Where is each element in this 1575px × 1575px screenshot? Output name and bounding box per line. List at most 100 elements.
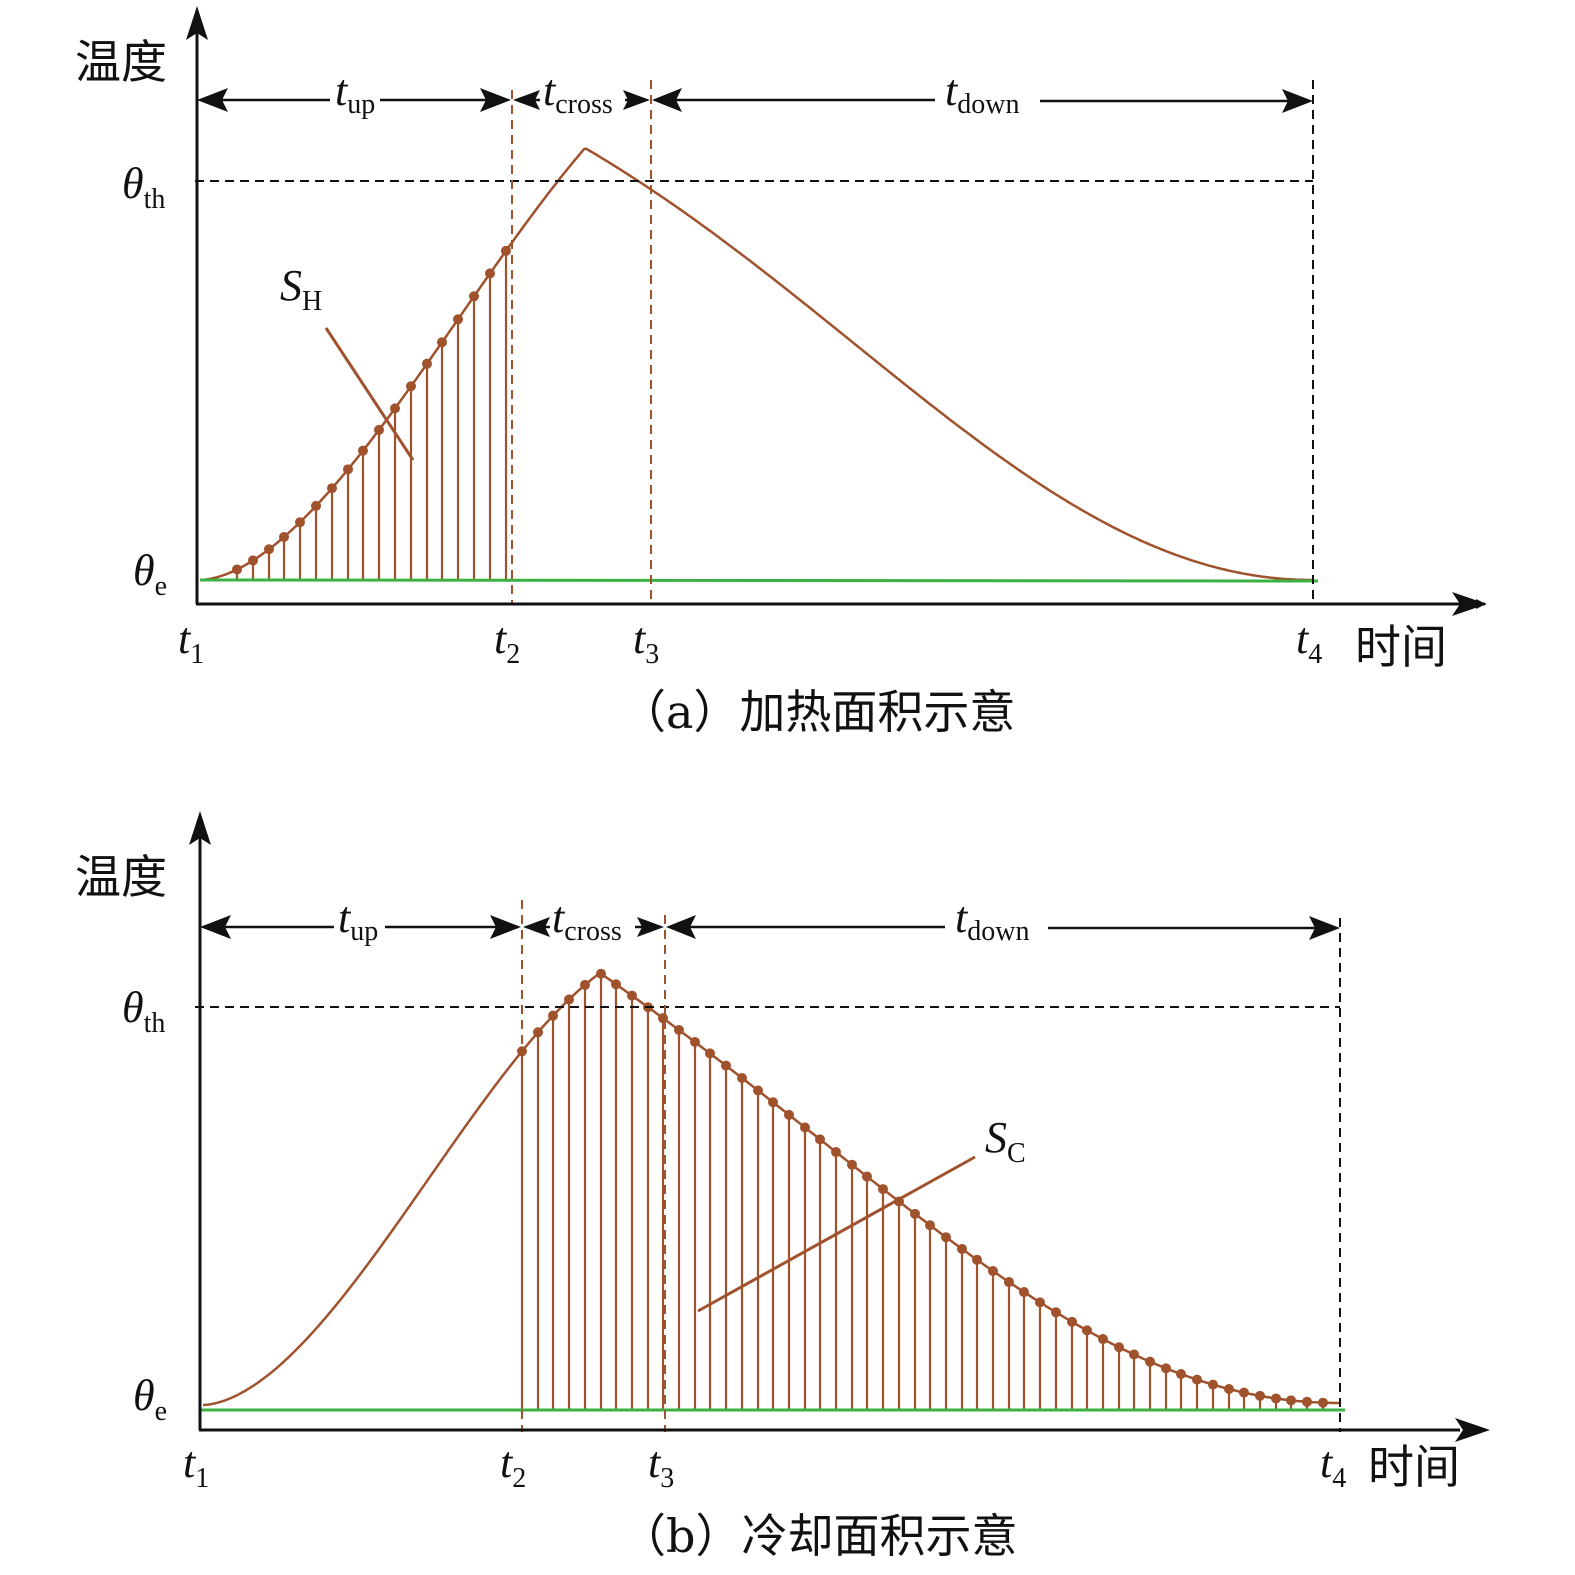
panel-b-area-marker (1161, 1363, 1171, 1374)
panel-b-area-marker (1035, 1297, 1045, 1308)
panel-b-area-marker (910, 1208, 920, 1219)
panel-b-area-markers (517, 968, 1328, 1408)
panel-a-area-marker (358, 445, 368, 456)
panel-a-area-marker (390, 403, 400, 414)
panel-b-area-marker (721, 1060, 731, 1071)
panel-b-area-marker (768, 1097, 778, 1108)
panel-a-area-marker (232, 564, 242, 575)
panel-b: 温度 时间 （b）冷却面积示意 θth θe t1 t2 t3 t4 tup t… (75, 811, 1490, 1563)
panel-a-area-stems (235, 250, 508, 580)
panel-b-area-marker (1239, 1387, 1249, 1398)
panel-a-area-marker (422, 358, 432, 369)
panel-b-area-marker (596, 968, 606, 979)
panel-a-area-marker (469, 291, 479, 302)
panel-b-area-label: SC (985, 1113, 1026, 1169)
panel-b-area-stems (520, 973, 1325, 1410)
panel-a-area-marker (406, 381, 416, 392)
panel-b-area-marker (1255, 1390, 1265, 1401)
panel-b-area-marker (1019, 1287, 1029, 1298)
panel-b-area-marker (847, 1159, 857, 1170)
panel-b-area-marker (1176, 1369, 1186, 1380)
panel-b-area-marker (533, 1027, 543, 1038)
panel-b-area-marker (548, 1010, 558, 1021)
panel-b-area-leader (697, 1155, 976, 1313)
panel-b-t2-label: t2 (500, 1438, 526, 1494)
panel-b-temperature-curve (202, 972, 1339, 1407)
panel-a-t1-label: t1 (178, 614, 204, 670)
panel-a-caption: （a）加热面积示意 (620, 685, 1015, 739)
panel-b-y-axis-label: 温度 (75, 850, 167, 904)
panel-b-area-marker (705, 1048, 715, 1059)
panel-a-ambient-line (199, 578, 1319, 583)
panel-a-temperature-curve (199, 147, 1312, 582)
panel-b-area-marker (1129, 1349, 1139, 1360)
panel-b-area-marker (753, 1085, 763, 1096)
panel-b-area-marker (1145, 1356, 1155, 1367)
panel-b-area-marker (611, 979, 621, 990)
panel-a-area-marker (311, 500, 321, 511)
panel-a-interval-arrowheads (197, 88, 1313, 113)
panel-b-area-marker (658, 1013, 668, 1024)
panel-a-theta-th-label: θth (122, 159, 165, 215)
panel-b-theta-e-label: θe (133, 1371, 167, 1427)
panel-a-y-arrow (186, 6, 208, 40)
panel-b-area-marker (972, 1254, 982, 1265)
panel-b-area-marker (1318, 1397, 1328, 1408)
panel-a-t2-label: t2 (494, 614, 520, 670)
panel-a-area-marker (453, 314, 463, 325)
panel-a-theta-e-label: θe (133, 546, 167, 602)
panel-b-caption: （b）冷却面积示意 (620, 1509, 1017, 1563)
panel-a: 温度 时间 （a）加热面积示意 θth θe t1 t2 t3 t4 tup t… (75, 6, 1487, 739)
panel-a-area-marker (343, 464, 353, 475)
panel-b-tup-label: tup (338, 893, 378, 947)
panel-b-t4-label: t4 (1320, 1438, 1346, 1494)
panel-a-tcross-label: tcross (543, 66, 613, 120)
panel-a-area-label: SH (280, 261, 322, 317)
panel-b-area-marker (831, 1147, 841, 1158)
panel-b-area-marker (878, 1184, 888, 1195)
panel-a-area-marker (248, 555, 258, 566)
panel-b-area-marker (737, 1073, 747, 1084)
panel-b-area-marker (564, 994, 574, 1005)
panel-b-area-marker (988, 1266, 998, 1277)
panel-a-area-marker (485, 268, 495, 279)
panel-a-t4-label: t4 (1296, 614, 1322, 670)
panel-b-area-marker (1271, 1393, 1281, 1404)
panel-b-x-axis-label: 时间 (1368, 1440, 1460, 1494)
panel-b-tcross-label: tcross (552, 893, 622, 947)
panel-b-area-marker (800, 1122, 810, 1133)
panel-b-tdown-label: tdown (955, 893, 1029, 947)
panel-a-area-marker (437, 337, 447, 348)
panel-a-area-marker (374, 424, 384, 435)
panel-b-t1-label: t1 (183, 1438, 209, 1494)
panel-a-tup-label: tup (335, 66, 375, 120)
panel-b-x-arrow (1455, 1418, 1490, 1442)
panel-a-area-marker (501, 245, 511, 256)
panel-a-t3-label: t3 (633, 614, 659, 670)
panel-b-area-marker (862, 1171, 872, 1182)
panel-b-area-marker (674, 1025, 684, 1036)
panel-a-tdown-label: tdown (945, 66, 1019, 120)
panel-a-y-axis-label: 温度 (75, 35, 167, 89)
panel-b-interval-arrowheads (200, 915, 1340, 940)
panel-b-area-marker (1302, 1396, 1312, 1407)
panel-b-area-marker (784, 1109, 794, 1120)
panel-b-area-marker (1051, 1307, 1061, 1318)
panel-a-area-markers (232, 245, 511, 575)
panel-a-x-axis-label: 时间 (1355, 620, 1447, 674)
panel-b-area-marker (957, 1243, 967, 1254)
panel-b-area-marker (690, 1037, 700, 1048)
panel-b-area-marker (925, 1220, 935, 1231)
panel-b-area-marker (1286, 1395, 1296, 1406)
panel-b-t3-label: t3 (648, 1438, 674, 1494)
panel-b-y-arrow (189, 811, 211, 845)
panel-a-area-marker (295, 517, 305, 528)
panel-b-area-marker (1192, 1374, 1202, 1385)
panel-b-area-marker (1098, 1334, 1108, 1345)
panel-b-area-marker (941, 1232, 951, 1243)
panel-b-area-marker (627, 990, 637, 1001)
panel-a-area-marker (327, 483, 337, 494)
panel-a-area-marker (279, 531, 289, 542)
